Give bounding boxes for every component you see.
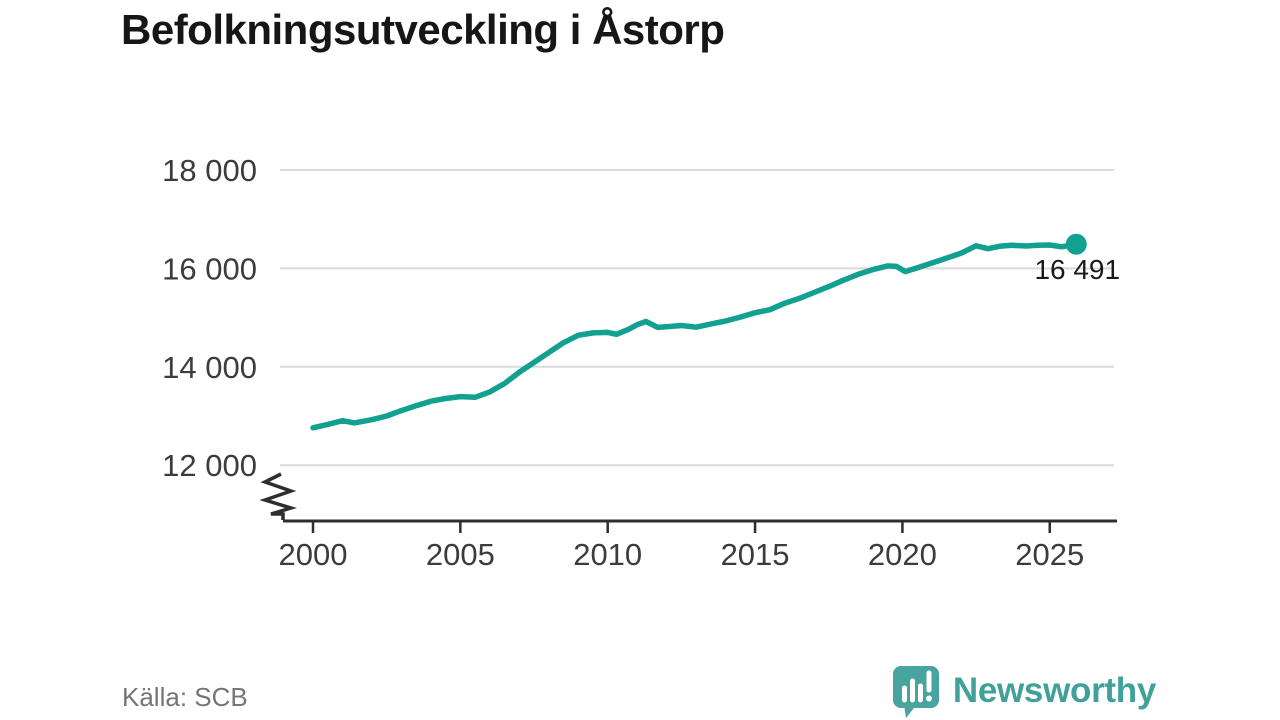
x-axis-tick-label: 2000 [279, 537, 348, 572]
latest-point-marker [1065, 233, 1087, 255]
y-axis-tick-label: 18 000 [162, 153, 257, 188]
x-axis-tick-label: 2020 [868, 537, 937, 572]
x-axis-tick-label: 2025 [1015, 537, 1084, 572]
chart-title: Befolkningsutveckling i Åstorp [121, 6, 725, 53]
population-line [310, 241, 1080, 431]
axis-break-icon [259, 472, 298, 520]
brand-name: Newsworthy [952, 671, 1156, 710]
x-axis-tick-label: 2005 [426, 537, 495, 572]
source-label: Källa: SCB [122, 682, 248, 712]
x-axis-tick-label: 2010 [573, 537, 642, 572]
latest-value-label: 16 491 [1034, 254, 1120, 285]
y-axis-tick-label: 14 000 [162, 350, 257, 385]
newsworthy-logo: Newsworthy [891, 664, 1156, 718]
y-axis-tick-label: 12 000 [162, 448, 257, 483]
y-axis-tick-label: 16 000 [162, 251, 257, 286]
x-axis-tick-label: 2015 [721, 537, 790, 572]
bar-chart-speech-bubble-icon [892, 666, 939, 718]
